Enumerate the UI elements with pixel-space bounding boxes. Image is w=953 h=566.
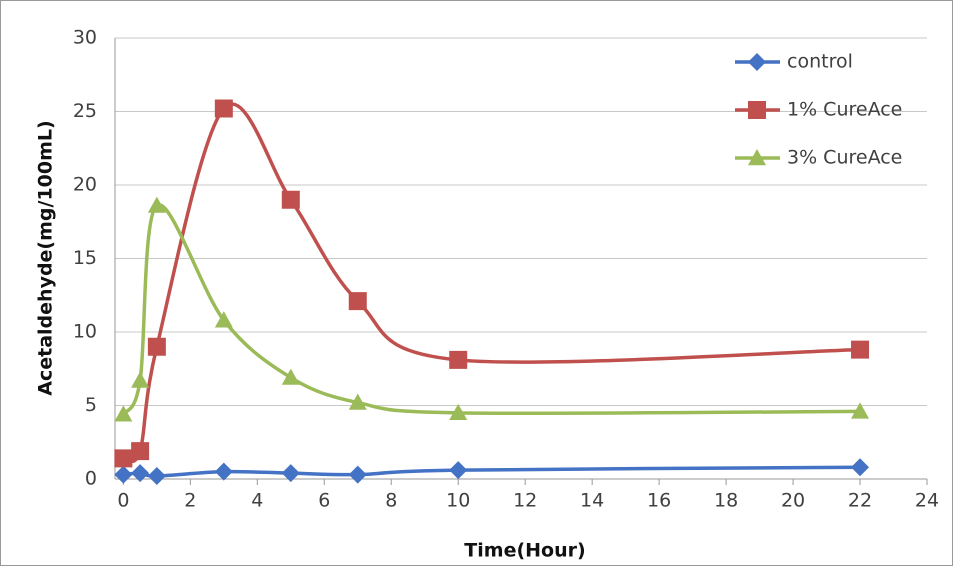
x-tick-label: 16: [647, 490, 671, 512]
y-axis-title: Acetaldehyde(mg/100mL): [35, 120, 57, 395]
x-tick-label: 20: [781, 490, 805, 512]
marker: [348, 393, 367, 410]
marker: [851, 340, 870, 359]
legend-marker: [748, 101, 766, 119]
marker: [131, 442, 150, 461]
y-tick-label: 5: [85, 394, 97, 416]
x-tick-label: 14: [580, 490, 604, 512]
marker: [281, 368, 300, 385]
marker: [214, 99, 233, 118]
y-tick-label: 15: [73, 247, 97, 269]
x-tick-label: 8: [385, 490, 397, 512]
marker: [147, 467, 166, 486]
x-tick-label: 0: [117, 490, 129, 512]
marker: [131, 464, 150, 483]
marker: [851, 458, 870, 477]
y-tick-label: 25: [73, 100, 97, 122]
marker: [449, 461, 468, 480]
marker: [281, 190, 300, 209]
x-tick-label: 6: [318, 490, 330, 512]
series-line: [121, 203, 861, 416]
marker: [449, 350, 468, 369]
legend-marker: [748, 53, 766, 71]
marker: [131, 371, 150, 388]
marker: [147, 337, 166, 356]
marker: [281, 464, 300, 483]
x-tick-label: 18: [714, 490, 738, 512]
legend-label: 1% CureAce: [787, 99, 902, 121]
y-tick-label: 10: [73, 321, 97, 343]
marker: [214, 311, 233, 328]
marker: [348, 465, 367, 484]
legend-label: 3% CureAce: [787, 147, 902, 169]
marker: [851, 402, 870, 419]
x-tick-label: 12: [513, 490, 537, 512]
y-tick-label: 0: [85, 468, 97, 490]
marker: [214, 462, 233, 481]
marker: [114, 465, 133, 484]
legend-marker: [748, 149, 766, 166]
marker: [449, 403, 468, 421]
x-axis-title: Time(Hour): [464, 540, 585, 562]
marker: [114, 405, 133, 422]
x-tick-label: 4: [251, 490, 263, 512]
y-tick-label: 20: [73, 174, 97, 196]
marker: [348, 292, 367, 311]
x-tick-label: 24: [915, 490, 939, 512]
y-tick-label: 30: [73, 27, 97, 49]
marker: [147, 196, 166, 213]
x-tick-label: 2: [184, 490, 196, 512]
x-tick-label: 22: [848, 490, 872, 512]
x-tick-label: 10: [446, 490, 470, 512]
marker: [114, 449, 133, 468]
legend-label: control: [787, 51, 853, 73]
